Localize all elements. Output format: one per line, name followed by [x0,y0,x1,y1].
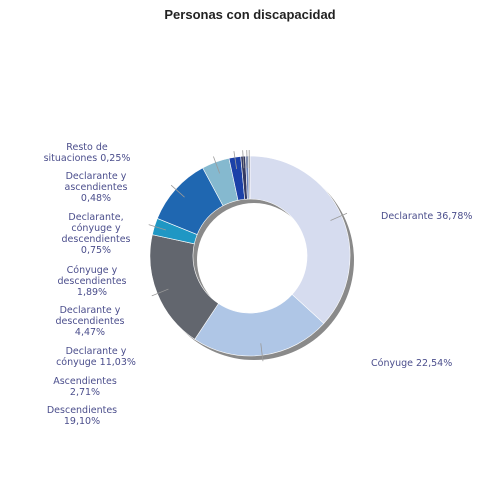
slice-label: Declarante 36,78% [381,211,472,222]
leader-line [170,184,185,198]
leader-line [148,224,167,231]
slice-label: Declarante y ascendientes 0,48% [65,171,128,204]
leader-line [246,150,248,169]
slice-label: Declarante y cónyuge 11,03% [56,346,136,368]
slice-label: Declarante y descendientes 4,47% [56,305,125,338]
slice-label: Declarante, cónyuge y descendientes 0,75% [62,212,131,256]
slice-label: Resto de situaciones 0,25% [44,142,131,164]
leader-line [213,156,221,174]
slice-label: Cónyuge y descendientes 1,89% [58,265,127,298]
slice-label: Cónyuge 22,54% [371,358,452,369]
leader-line [242,150,245,169]
leader-line [233,151,238,170]
slice-label: Ascendientes 2,71% [53,376,117,398]
slice-label: Descendientes 19,10% [47,405,117,427]
leader-line [260,343,264,362]
leader-line [151,288,169,297]
chart-title: Personas con discapacidad [164,7,336,22]
leader-line [330,212,348,221]
donut-slice [249,155,351,324]
